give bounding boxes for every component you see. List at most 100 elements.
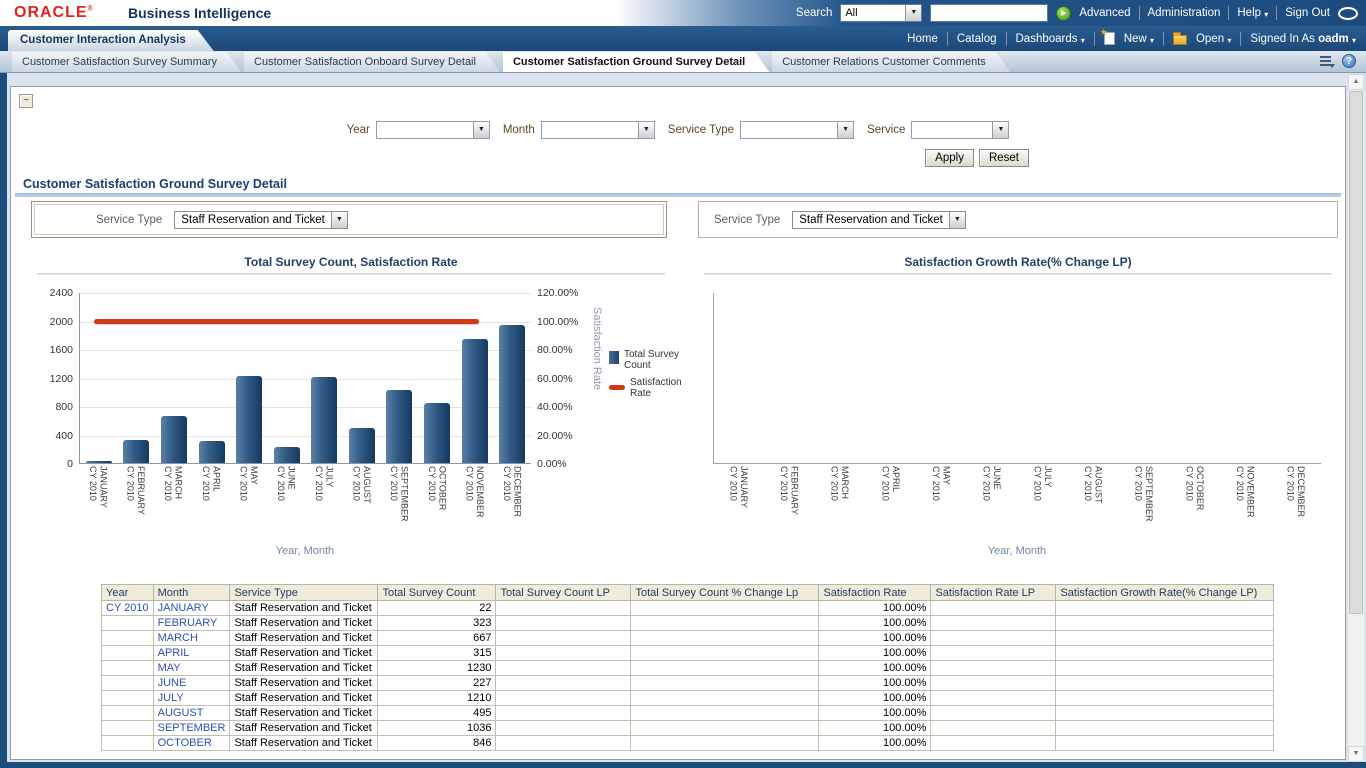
chevron-down-icon[interactable]: ▼ <box>473 122 489 138</box>
help-menu[interactable]: Help ▾ <box>1237 7 1268 19</box>
dashboard-page-tab[interactable]: Customer Interaction Analysis <box>8 30 214 51</box>
bar[interactable] <box>123 440 149 463</box>
new-menu[interactable]: New ▾ <box>1124 33 1154 45</box>
product-title: Business Intelligence <box>128 5 271 21</box>
chevron-down-icon: ▾ <box>1352 36 1356 45</box>
oracle-logo: ORACLE® <box>14 4 94 22</box>
bar[interactable] <box>311 377 337 463</box>
chevron-down-icon: ▾ <box>1227 36 1231 45</box>
month-cell[interactable]: MAY <box>153 661 230 676</box>
month-cell[interactable]: SEPTEMBER <box>153 721 230 736</box>
help-icon[interactable]: ? <box>1342 54 1356 68</box>
service-type-select[interactable]: ▼ <box>740 121 854 139</box>
table-cell: Staff Reservation and Ticket <box>230 661 378 676</box>
month-cell[interactable]: JUNE <box>153 676 230 691</box>
x-axis-label: CY 2010MARCH <box>163 466 184 546</box>
bar[interactable] <box>86 461 112 463</box>
vertical-scrollbar[interactable]: ▲ ▼ <box>1348 74 1364 762</box>
month-select[interactable]: ▼ <box>541 121 655 139</box>
sign-out-link[interactable]: Sign Out <box>1285 7 1330 19</box>
chevron-down-icon[interactable]: ▼ <box>331 212 347 228</box>
right-service-type-select[interactable]: Staff Reservation and Ticket ▼ <box>792 211 966 229</box>
page-tabs-bar: Customer Satisfaction Survey SummaryCust… <box>0 51 1366 73</box>
right-service-type-panel: Service Type Staff Reservation and Ticke… <box>698 201 1338 238</box>
x-axis-label: CY 2010AUGUST <box>351 466 372 546</box>
x-axis-label: CY 2010JANUARY <box>728 466 749 546</box>
bar[interactable] <box>161 416 187 463</box>
catalog-link[interactable]: Catalog <box>957 33 997 45</box>
scrollbar-thumb[interactable] <box>1349 91 1363 614</box>
y2-axis-tick: 100.00% <box>537 316 589 328</box>
survey-count-chart: Total Survey Count, Satisfaction Rate 04… <box>31 247 671 559</box>
table-row: OCTOBERStaff Reservation and Ticket84610… <box>102 736 1274 751</box>
table-cell[interactable]: CY 2010 <box>102 601 154 616</box>
bar[interactable] <box>499 325 525 463</box>
chevron-down-icon[interactable]: ▼ <box>905 5 921 21</box>
bar[interactable] <box>462 339 488 463</box>
search-go-button[interactable]: ▶ <box>1056 6 1071 21</box>
month-cell[interactable]: AUGUST <box>153 706 230 721</box>
table-row: FEBRUARYStaff Reservation and Ticket3231… <box>102 616 1274 631</box>
year-prompt-label: Year <box>347 124 370 136</box>
global-nav-bar: Customer Interaction Analysis Home Catal… <box>0 26 1366 51</box>
chevron-down-icon[interactable]: ▼ <box>949 212 965 228</box>
bar[interactable] <box>424 403 450 463</box>
scroll-up-icon[interactable]: ▲ <box>1348 74 1364 90</box>
x-axis-label: CY 2010JULY <box>1032 466 1053 546</box>
month-cell[interactable]: JANUARY <box>153 601 230 616</box>
bar[interactable] <box>349 428 375 463</box>
home-link[interactable]: Home <box>907 33 938 45</box>
table-cell: Staff Reservation and Ticket <box>230 721 378 736</box>
table-cell: 227 <box>378 676 496 691</box>
bar[interactable] <box>236 376 262 463</box>
table-row: MARCHStaff Reservation and Ticket667100.… <box>102 631 1274 646</box>
search-label: Search <box>796 7 832 19</box>
page-options-icon[interactable] <box>1320 55 1335 68</box>
collapse-section-button[interactable]: − <box>19 94 33 108</box>
open-menu[interactable]: Open ▾ <box>1196 33 1231 45</box>
service-type-label: Service Type <box>96 214 162 226</box>
chevron-down-icon[interactable]: ▼ <box>638 122 654 138</box>
satisfaction-rate-line[interactable] <box>94 319 480 324</box>
table-cell <box>1056 631 1274 646</box>
bar[interactable] <box>274 447 300 463</box>
administration-link[interactable]: Administration <box>1148 7 1221 19</box>
bar[interactable] <box>199 441 225 463</box>
service-type-prompt-label: Service Type <box>668 124 734 136</box>
bar[interactable] <box>386 390 412 463</box>
month-cell[interactable]: APRIL <box>153 646 230 661</box>
subtab-3[interactable]: Customer Relations Customer Comments <box>772 52 1010 72</box>
dashboards-menu[interactable]: Dashboards ▾ <box>1016 33 1085 45</box>
scroll-down-icon[interactable]: ▼ <box>1348 746 1364 762</box>
y2-axis-tick: 80.00% <box>537 344 589 356</box>
month-cell[interactable]: JULY <box>153 691 230 706</box>
service-select[interactable]: ▼ <box>911 121 1009 139</box>
subtab-2[interactable]: Customer Satisfaction Ground Survey Deta… <box>503 52 769 72</box>
month-cell[interactable]: FEBRUARY <box>153 616 230 631</box>
chevron-down-icon: ▾ <box>1264 10 1268 19</box>
y2-axis-tick: 20.00% <box>537 430 589 442</box>
separator <box>1228 6 1229 20</box>
separator <box>1240 32 1241 46</box>
search-input[interactable] <box>930 4 1048 22</box>
subtab-1[interactable]: Customer Satisfaction Onboard Survey Det… <box>244 52 500 72</box>
table-cell <box>496 646 631 661</box>
table-cell: 100.00% <box>819 616 931 631</box>
chevron-down-icon[interactable]: ▼ <box>837 122 853 138</box>
subtab-0[interactable]: Customer Satisfaction Survey Summary <box>12 52 241 72</box>
table-cell: Staff Reservation and Ticket <box>230 691 378 706</box>
advanced-link[interactable]: Advanced <box>1079 7 1130 19</box>
separator <box>1276 6 1277 20</box>
month-cell[interactable]: OCTOBER <box>153 736 230 751</box>
y2-axis-tick: 60.00% <box>537 373 589 385</box>
reset-button[interactable]: Reset <box>979 149 1029 167</box>
separator <box>947 32 948 46</box>
table-cell <box>496 721 631 736</box>
month-cell[interactable]: MARCH <box>153 631 230 646</box>
year-select[interactable]: ▼ <box>376 121 490 139</box>
apply-button[interactable]: Apply <box>925 149 974 167</box>
left-service-type-select[interactable]: Staff Reservation and Ticket ▼ <box>174 211 348 229</box>
search-scope-select[interactable]: All ▼ <box>840 4 922 22</box>
chevron-down-icon[interactable]: ▼ <box>992 122 1008 138</box>
signed-in-menu[interactable]: Signed In As oadm ▾ <box>1250 33 1356 45</box>
